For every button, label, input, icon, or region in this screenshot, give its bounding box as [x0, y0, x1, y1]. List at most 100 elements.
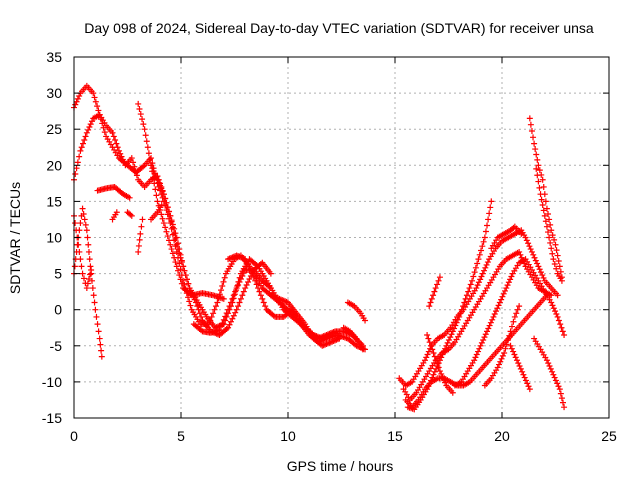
data-point [182, 272, 189, 279]
data-point [550, 371, 557, 378]
data-point [235, 303, 242, 310]
data-point [166, 237, 173, 244]
data-point [558, 324, 565, 331]
data-point [536, 266, 543, 273]
data-point [225, 306, 232, 313]
data-point [436, 274, 443, 281]
data-point [472, 354, 479, 361]
data-point [449, 328, 456, 335]
data-point [189, 290, 196, 297]
data-point [471, 357, 478, 364]
data-point [176, 272, 183, 279]
data-point [133, 172, 140, 179]
data-point [539, 176, 546, 183]
data-point [513, 357, 520, 364]
data-point [336, 335, 343, 342]
data-point [543, 223, 550, 230]
data-point [155, 179, 162, 186]
data-point [435, 277, 442, 284]
data-point [510, 348, 517, 355]
data-point [521, 374, 528, 381]
data-point [79, 270, 86, 277]
data-point [496, 361, 503, 368]
data-point [476, 345, 483, 352]
data-point [226, 303, 233, 310]
data-point [146, 156, 153, 163]
data-point [92, 98, 99, 105]
data-point [185, 280, 192, 287]
data-point [466, 285, 473, 292]
data-point [154, 176, 161, 183]
data-point [98, 347, 105, 354]
grid-lines [74, 57, 609, 418]
y-tick-label: 10 [46, 230, 62, 246]
data-point [549, 368, 556, 375]
data-point [511, 313, 518, 320]
data-point [226, 321, 233, 328]
data-point [112, 137, 119, 144]
data-point [497, 358, 504, 365]
data-point [555, 383, 562, 390]
data-point [546, 363, 553, 370]
data-point [73, 98, 80, 105]
axis-ticks: 0 5 10 15 20 25 -15 -10 -5 0 5 10 15 20 25 30 35 [42, 49, 617, 444]
data-point [547, 239, 554, 246]
data-point [225, 324, 232, 331]
data-point [164, 204, 171, 211]
data-point [195, 306, 202, 313]
data-point [424, 351, 431, 358]
data-point [561, 404, 568, 411]
data-point [426, 339, 433, 346]
data-point [137, 111, 144, 118]
data-point [152, 186, 159, 193]
data-point [148, 155, 155, 162]
data-point [499, 293, 506, 300]
data-point [220, 316, 227, 323]
series-track-28 [426, 274, 443, 310]
data-point [481, 267, 488, 274]
data-point [479, 243, 486, 250]
data-point [136, 236, 143, 243]
data-point [221, 274, 228, 281]
data-point [256, 288, 263, 295]
data-point [83, 227, 90, 234]
data-point [436, 368, 443, 375]
data-point [76, 248, 83, 255]
data-point [482, 331, 489, 338]
data-point [557, 321, 564, 328]
data-point [536, 167, 543, 174]
data-point [425, 335, 432, 342]
data-point [79, 140, 86, 147]
data-point [549, 302, 556, 309]
series-track-5 [94, 183, 133, 201]
data-point [181, 267, 188, 274]
data-point [230, 292, 237, 299]
data-point [527, 246, 534, 253]
data-point [71, 263, 78, 270]
data-point [423, 354, 430, 361]
data-point [511, 351, 518, 358]
data-point [93, 313, 100, 320]
data-point [481, 234, 488, 241]
data-point [545, 229, 552, 236]
data-point [76, 153, 83, 160]
data-point [117, 150, 124, 157]
data-point [167, 212, 174, 219]
data-point [153, 192, 160, 199]
data-point [430, 371, 437, 378]
data-point [536, 184, 543, 191]
data-point [433, 357, 440, 364]
data-point [130, 159, 137, 166]
data-point [551, 374, 558, 381]
data-point [516, 248, 523, 255]
data-point [477, 342, 484, 349]
data-point [517, 251, 524, 258]
data-series [71, 82, 568, 413]
data-point [556, 386, 563, 393]
data-point [210, 310, 217, 317]
data-point [240, 269, 247, 276]
data-point [426, 380, 433, 387]
data-point [478, 247, 485, 254]
data-point [460, 303, 467, 310]
